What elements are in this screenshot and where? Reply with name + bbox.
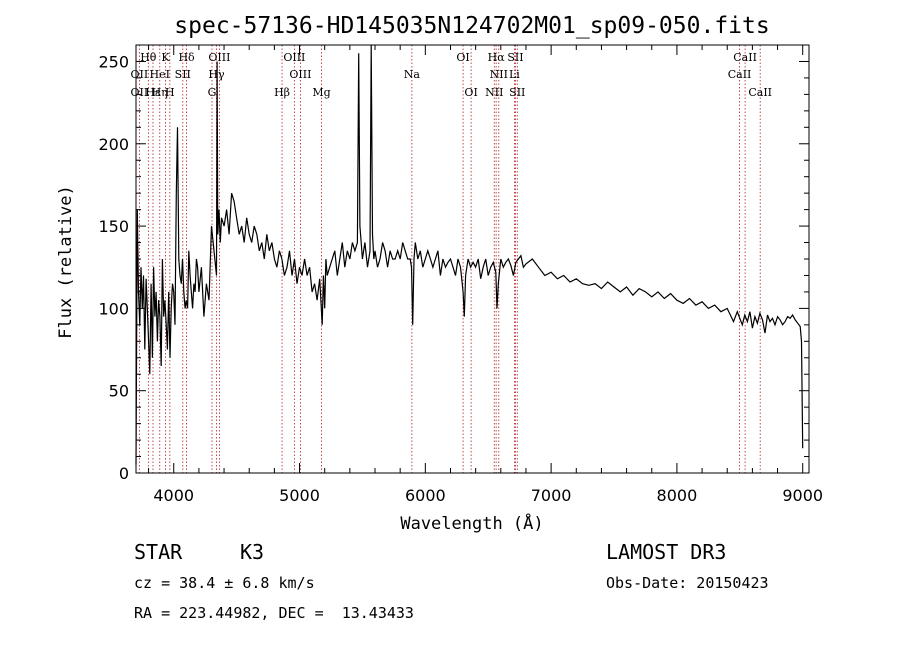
y-tick-label: 150 (98, 217, 129, 236)
chart-title: spec-57136-HD145035N124702M01_sp09-050.f… (174, 13, 769, 39)
line-label: H (165, 86, 175, 99)
x-tick-label: 5000 (279, 486, 320, 505)
line-label: Hε (145, 86, 161, 99)
x-tick-label: 7000 (531, 486, 572, 505)
spectrum-line (135, 44, 804, 465)
line-label: Hθ (140, 51, 157, 64)
y-tick-label: 250 (98, 52, 129, 71)
line-markers (138, 45, 761, 473)
plot-frame (135, 44, 810, 474)
line-label: CaII (748, 86, 772, 99)
line-label: Hη (152, 86, 168, 99)
line-label: Hδ (178, 51, 195, 64)
x-tick-label: 6000 (405, 486, 446, 505)
line-label: G (208, 86, 217, 99)
x-tick-label: 4000 (153, 486, 194, 505)
line-label: K (161, 51, 170, 64)
object-subclass: K3 (240, 540, 265, 564)
y-tick-label: 0 (119, 464, 129, 483)
line-label: CaII (733, 51, 757, 64)
line-label: Na (404, 68, 421, 81)
x-tick-label: 9000 (782, 486, 823, 505)
line-label: Hβ (274, 86, 290, 99)
observation-date: Obs-Date: 20150423 (606, 574, 769, 592)
line-label: Hα (488, 51, 506, 64)
y-axis-label: Flux (relative) (56, 185, 76, 339)
line-label: SII (175, 68, 191, 81)
line-label: OII (131, 68, 149, 81)
x-axis-ticks: 4000 5000 6000 7000 8000 9000 (148, 45, 823, 505)
coordinates: RA = 223.44982, DEC = 13.43433 (134, 604, 414, 622)
line-label: Li (509, 68, 520, 81)
line-label: Mg (312, 86, 330, 99)
line-label: OIII (283, 51, 305, 64)
y-tick-label: 100 (98, 299, 129, 318)
line-label: SII (507, 51, 523, 64)
line-label: OI (456, 51, 469, 64)
line-label: OII (131, 86, 149, 99)
x-axis-label: Wavelength (Å) (400, 512, 543, 534)
x-tick-label: 8000 (657, 486, 698, 505)
line-label: SII (509, 86, 525, 99)
line-label: OI (464, 86, 477, 99)
y-tick-label: 50 (109, 382, 129, 401)
line-label: NII (490, 68, 508, 81)
redshift-velocity: cz = 38.4 ± 6.8 km/s (134, 574, 315, 592)
line-label: OIII (289, 68, 311, 81)
object-class: STAR (134, 540, 183, 564)
y-axis-ticks: 0 50 100 150 200 250 (98, 44, 809, 483)
survey-name: LAMOST DR3 (606, 540, 727, 564)
line-label: HeI (150, 68, 170, 81)
y-tick-label: 200 (98, 135, 129, 154)
line-label: OIII (208, 51, 230, 64)
line-label: CaII (728, 68, 752, 81)
line-label: NII (485, 86, 503, 99)
